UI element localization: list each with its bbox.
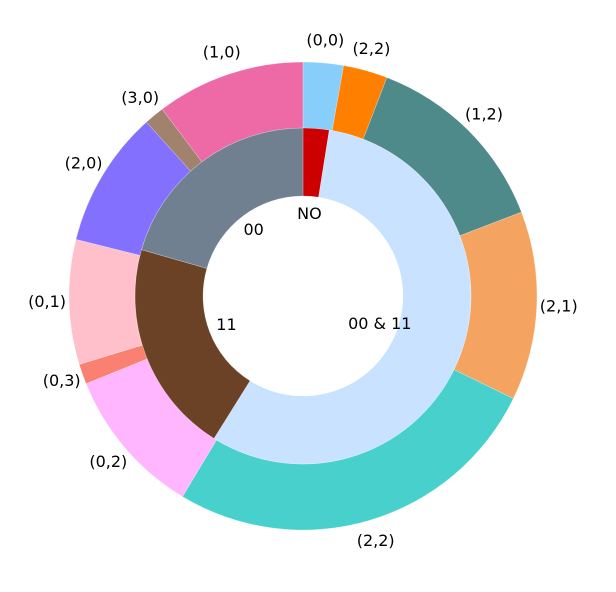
inner-segment (141, 127, 304, 269)
outer-label: (1,2) (465, 104, 503, 123)
outer-label: (2,2) (352, 39, 390, 58)
outer-label: (2,0) (65, 154, 103, 173)
inner-label: 00 & 11 (348, 314, 411, 333)
outer-label: (2,2) (357, 531, 395, 550)
inner-label: 00 (243, 220, 263, 239)
outer-label: (0,1) (28, 292, 66, 311)
outer-label: (2,1) (540, 297, 578, 316)
outer-segment (68, 239, 143, 365)
outer-label: (3,0) (121, 88, 159, 107)
inner-segment (213, 129, 472, 465)
outer-label: (1,0) (203, 43, 241, 62)
outer-label: (0,3) (43, 371, 81, 390)
inner-label: 11 (216, 315, 236, 334)
outer-label: (0,0) (306, 30, 344, 49)
inner-segment (134, 249, 251, 439)
inner-label: NO (297, 204, 322, 223)
outer-label: (0,2) (89, 452, 127, 471)
